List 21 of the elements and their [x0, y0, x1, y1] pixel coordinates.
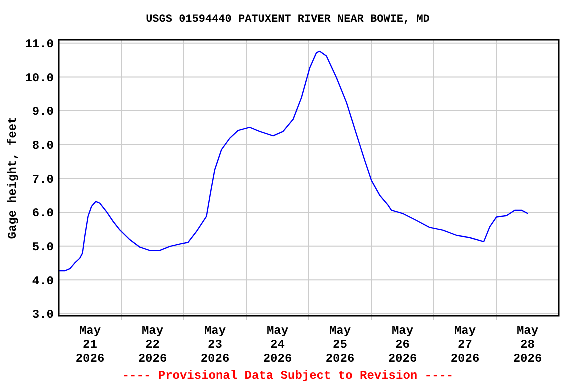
- x-tick-label: May 28 2026: [513, 324, 542, 366]
- y-tick-label: 5.0: [32, 240, 54, 255]
- x-tick-label: May 23 2026: [200, 324, 230, 366]
- x-tick-label: May 27 2026: [450, 324, 480, 366]
- line-series: [58, 50, 529, 272]
- y-tick-label: 6.0: [32, 206, 54, 221]
- y-tick-label: 4.0: [32, 274, 54, 288]
- text: ---- Provisional Data Subject to Revision ----: [122, 369, 454, 383]
- x-tick-label: May 24 2026: [263, 324, 292, 366]
- x-tick-label: May 25 2026: [326, 324, 355, 366]
- chart-title: USGS 01594440 PATUXENT RIVER NEAR BOWIE, MD: [146, 14, 430, 26]
- y-tick-label: 10.0: [25, 71, 54, 86]
- x-tick-label: May 21 2026: [76, 324, 105, 366]
- y-tick-label: 11.0: [25, 38, 54, 52]
- x-tick-label: May 22 2026: [138, 324, 168, 366]
- y-tick-label: 9.0: [32, 105, 54, 120]
- y-tick-label: 3.0: [32, 308, 54, 322]
- x-tick-label: May 26 2026: [388, 324, 418, 366]
- y-axis-title: Gage height, feet: [6, 116, 20, 240]
- y-tick-label: 8.0: [32, 139, 54, 154]
- y-tick-label: 7.0: [32, 172, 54, 187]
